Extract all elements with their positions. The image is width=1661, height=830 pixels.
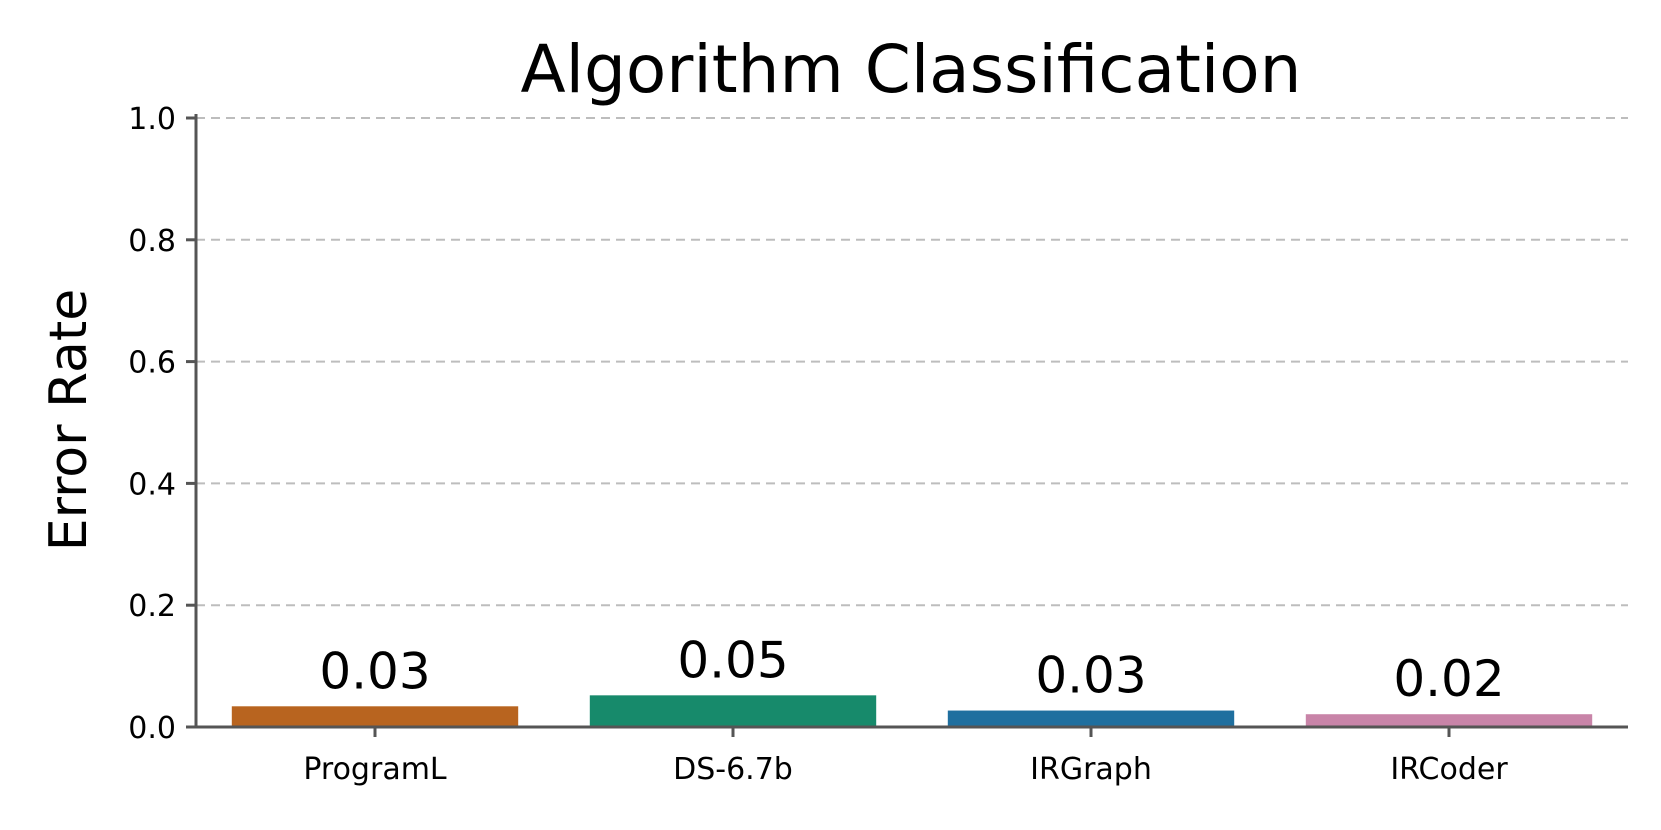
x-tick-label: DS-6.7b	[673, 752, 793, 787]
y-tick-label: 1.0	[128, 102, 176, 137]
x-tick-label: ProgramL	[303, 752, 447, 787]
bar-ircoder	[1305, 714, 1593, 727]
y-ticks: 0.0 0.2 0.4 0.6 0.8 1.0	[128, 102, 196, 746]
x-tick-label: IRGraph	[1030, 752, 1152, 787]
bar-programl	[231, 706, 519, 727]
bar-value-label: 0.02	[1393, 650, 1504, 708]
bar-value-label: 0.03	[319, 642, 430, 700]
y-tick-label: 0.0	[128, 711, 176, 746]
y-tick-label: 0.4	[128, 467, 176, 502]
y-tick-label: 0.8	[128, 224, 176, 259]
x-tick-label: IRCoder	[1390, 752, 1508, 787]
bars	[231, 695, 1593, 727]
y-tick-label: 0.6	[128, 346, 176, 381]
x-ticks: ProgramL DS-6.7b IRGraph IRCoder	[303, 727, 1508, 787]
y-axis-label: Error Rate	[39, 289, 99, 552]
bar-value-labels: 0.03 0.05 0.03 0.02	[319, 631, 1504, 708]
bar-irgraph	[947, 710, 1235, 727]
y-tick-label: 0.2	[128, 589, 176, 624]
bar-value-label: 0.03	[1035, 647, 1146, 705]
chart-title: Algorithm Classification	[521, 31, 1302, 108]
gridlines	[196, 117, 1628, 607]
bar-value-label: 0.05	[677, 631, 788, 689]
bar-ds-6-7b	[589, 695, 877, 727]
